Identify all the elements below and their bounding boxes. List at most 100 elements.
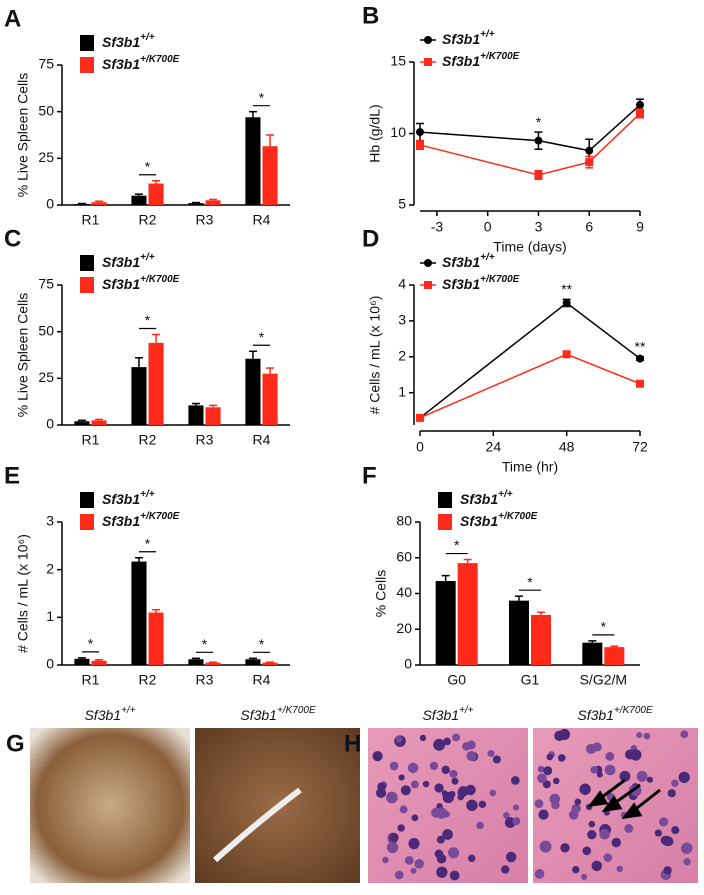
legend-swatch <box>424 281 432 289</box>
legend-label: Sf3b1+/K700E <box>442 274 520 292</box>
line <box>419 112 641 176</box>
bar <box>457 563 478 665</box>
line <box>419 302 641 419</box>
legend-swatch <box>80 492 94 508</box>
x-tick-label: R4 <box>253 432 271 448</box>
bar <box>188 659 204 665</box>
y-axis-label: Hb (g/dL) <box>367 104 383 162</box>
y-tick-label: 40 <box>396 584 412 600</box>
bar <box>74 204 90 205</box>
y-tick-label: 0 <box>46 656 54 672</box>
y-axis-label: # Cells / mL (x 10⁶) <box>15 534 31 653</box>
y-tick-label: 3 <box>46 513 54 529</box>
y-tick-label: 25 <box>38 149 54 165</box>
marker <box>585 158 594 167</box>
bar <box>74 658 90 665</box>
significance: * <box>527 574 533 590</box>
legend-swatch <box>80 277 94 293</box>
significance: * <box>202 636 208 652</box>
y-axis-label: % Cells <box>373 570 389 617</box>
arrows <box>587 778 661 819</box>
x-tick-label: 6 <box>585 219 593 235</box>
line <box>419 353 641 419</box>
y-tick-label: 0 <box>46 416 54 432</box>
bar <box>262 373 278 425</box>
micrograph <box>368 728 528 883</box>
panel-label: D <box>362 225 379 252</box>
y-tick-label: 5 <box>398 196 406 212</box>
bar <box>604 647 625 665</box>
x-tick-label: R4 <box>253 672 271 688</box>
legend-label: Sf3b1+/K700E <box>102 511 180 529</box>
x-tick-label: R3 <box>196 432 214 448</box>
bar <box>131 561 147 665</box>
marker <box>416 128 424 137</box>
significance: * <box>259 329 265 345</box>
significance: ** <box>635 338 646 354</box>
image-caption: Sf3b1+/+ <box>422 705 473 723</box>
y-tick-label: 0 <box>404 656 412 672</box>
legend-swatch <box>80 35 94 51</box>
bar <box>205 200 221 205</box>
x-axis-label: Time (days) <box>493 239 566 255</box>
legend-label: Sf3b1+/+ <box>442 252 495 270</box>
bar <box>245 659 261 665</box>
x-tick-label: R2 <box>139 432 157 448</box>
bar <box>91 202 107 205</box>
x-tick-label: R3 <box>196 212 214 228</box>
marker <box>562 350 571 359</box>
bar <box>262 146 278 205</box>
y-tick-label: 1 <box>46 608 54 624</box>
panel-label: G <box>6 730 25 757</box>
significance: * <box>259 636 265 652</box>
marker <box>562 298 571 307</box>
marker <box>416 140 424 149</box>
vessel <box>213 787 302 863</box>
marker <box>534 170 543 179</box>
bar <box>188 405 204 425</box>
legend-swatch <box>80 514 94 530</box>
bar <box>91 660 107 665</box>
panel-label: C <box>4 225 21 252</box>
bar <box>205 662 221 665</box>
legend-label: Sf3b1+/+ <box>442 29 495 47</box>
x-tick-label: R1 <box>82 672 100 688</box>
panel-label: B <box>362 2 379 29</box>
micrograph <box>30 728 190 883</box>
y-tick-label: 4 <box>398 276 406 292</box>
x-tick-label: R4 <box>253 212 271 228</box>
legend-swatch <box>80 57 94 73</box>
x-tick-label: 72 <box>632 439 648 455</box>
significance: * <box>145 158 151 174</box>
x-tick-label: G0 <box>447 672 466 688</box>
x-tick-label: -3 <box>431 219 444 235</box>
significance: * <box>145 535 151 551</box>
bar <box>148 183 164 205</box>
bar <box>435 580 456 665</box>
legend-label: Sf3b1+/+ <box>460 489 513 507</box>
marker <box>636 109 644 118</box>
y-tick-label: 2 <box>46 560 54 576</box>
x-tick-label: 48 <box>559 439 575 455</box>
cells <box>372 728 693 881</box>
panel-label: A <box>4 5 21 32</box>
significance: * <box>536 114 542 130</box>
marker <box>636 379 644 388</box>
x-tick-label: 9 <box>636 219 644 235</box>
y-tick-label: 50 <box>38 102 54 118</box>
x-tick-label: 0 <box>416 439 424 455</box>
x-tick-label: G1 <box>521 672 540 688</box>
x-tick-label: 3 <box>535 219 543 235</box>
legend-label: Sf3b1+/K700E <box>460 511 538 529</box>
y-tick-label: 2 <box>398 347 406 363</box>
x-axis-label: Time (hr) <box>502 459 558 475</box>
legend-label: Sf3b1+/+ <box>102 489 155 507</box>
marker <box>534 136 543 145</box>
y-tick-label: 75 <box>38 276 54 292</box>
bar <box>245 117 261 205</box>
bar <box>91 420 107 425</box>
x-tick-label: R2 <box>139 672 157 688</box>
significance: ** <box>561 281 572 297</box>
bar <box>131 195 147 205</box>
